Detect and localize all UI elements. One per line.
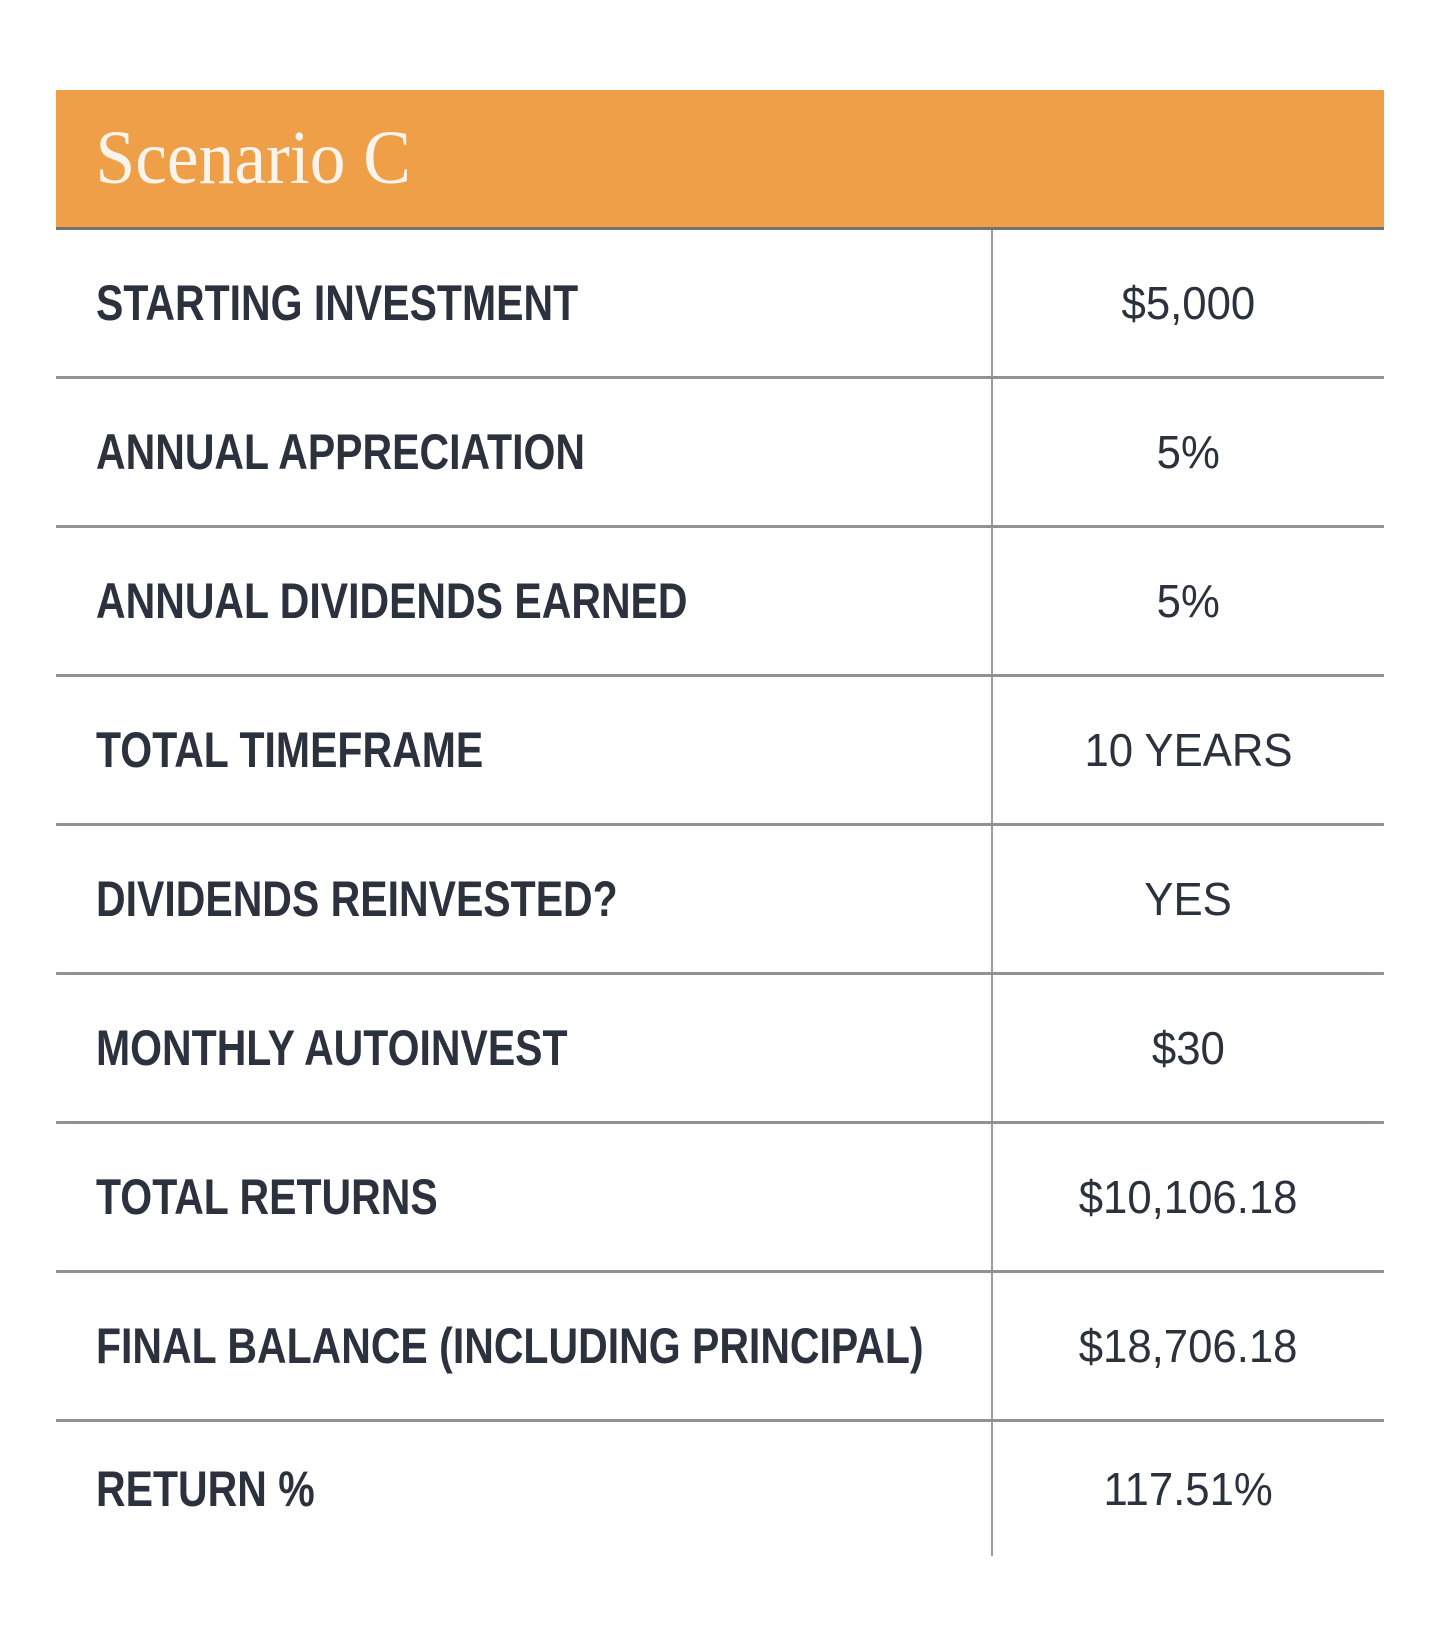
table-row: STARTING INVESTMENT $5,000 xyxy=(56,227,1384,376)
row-label: TOTAL TIMEFRAME xyxy=(96,722,484,778)
table-row: DIVIDENDS REINVESTED? YES xyxy=(56,823,1384,972)
table-row: RETURN % 117.51% xyxy=(56,1419,1384,1556)
row-label: FINAL BALANCE (INCLUDING PRINCIPAL) xyxy=(96,1318,924,1374)
row-value: 117.51% xyxy=(1103,1463,1274,1515)
row-value: $18,706.18 xyxy=(1079,1320,1298,1372)
row-label: ANNUAL APPRECIATION xyxy=(96,424,585,480)
row-label-cell: TOTAL RETURNS xyxy=(56,1124,991,1270)
row-value-cell: $5,000 xyxy=(991,230,1384,376)
row-label: MONTHLY AUTOINVEST xyxy=(96,1020,568,1076)
row-value-cell: 10 YEARS xyxy=(991,677,1384,823)
row-label-cell: ANNUAL APPRECIATION xyxy=(56,379,991,525)
row-label: RETURN % xyxy=(96,1461,315,1517)
table-row: ANNUAL APPRECIATION 5% xyxy=(56,376,1384,525)
row-label-cell: DIVIDENDS REINVESTED? xyxy=(56,826,991,972)
row-label-cell: MONTHLY AUTOINVEST xyxy=(56,975,991,1121)
table-row: FINAL BALANCE (INCLUDING PRINCIPAL) $18,… xyxy=(56,1270,1384,1419)
row-value-cell: $10,106.18 xyxy=(991,1124,1384,1270)
row-label: TOTAL RETURNS xyxy=(96,1169,438,1225)
scenario-header: Scenario C xyxy=(56,90,1384,227)
row-label: DIVIDENDS REINVESTED? xyxy=(96,871,618,927)
row-value-cell: 5% xyxy=(991,379,1384,525)
row-label-cell: STARTING INVESTMENT xyxy=(56,230,991,376)
row-label-cell: RETURN % xyxy=(56,1422,991,1556)
row-value: 5% xyxy=(1156,575,1221,627)
row-value-cell: 117.51% xyxy=(991,1422,1384,1556)
row-value: YES xyxy=(1144,873,1233,925)
row-value-cell: 5% xyxy=(991,528,1384,674)
row-label-cell: TOTAL TIMEFRAME xyxy=(56,677,991,823)
row-label-cell: FINAL BALANCE (INCLUDING PRINCIPAL) xyxy=(56,1273,991,1419)
row-label-cell: ANNUAL DIVIDENDS EARNED xyxy=(56,528,991,674)
table-row: MONTHLY AUTOINVEST $30 xyxy=(56,972,1384,1121)
row-value: $5,000 xyxy=(1121,277,1256,329)
row-value-cell: $18,706.18 xyxy=(991,1273,1384,1419)
row-label: STARTING INVESTMENT xyxy=(96,275,579,331)
row-value-cell: $30 xyxy=(991,975,1384,1121)
row-value: 5% xyxy=(1156,426,1221,478)
table-row: TOTAL TIMEFRAME 10 YEARS xyxy=(56,674,1384,823)
table-body: STARTING INVESTMENT $5,000 ANNUAL APPREC… xyxy=(56,227,1384,1556)
row-value: $30 xyxy=(1152,1022,1225,1074)
scenario-title: Scenario C xyxy=(95,116,411,200)
table-row: ANNUAL DIVIDENDS EARNED 5% xyxy=(56,525,1384,674)
row-value-cell: YES xyxy=(991,826,1384,972)
row-value: 10 YEARS xyxy=(1084,724,1293,776)
table-row: TOTAL RETURNS $10,106.18 xyxy=(56,1121,1384,1270)
row-value: $10,106.18 xyxy=(1079,1171,1298,1223)
row-label: ANNUAL DIVIDENDS EARNED xyxy=(96,573,688,629)
scenario-card: Scenario C STARTING INVESTMENT $5,000 AN… xyxy=(56,90,1384,1556)
